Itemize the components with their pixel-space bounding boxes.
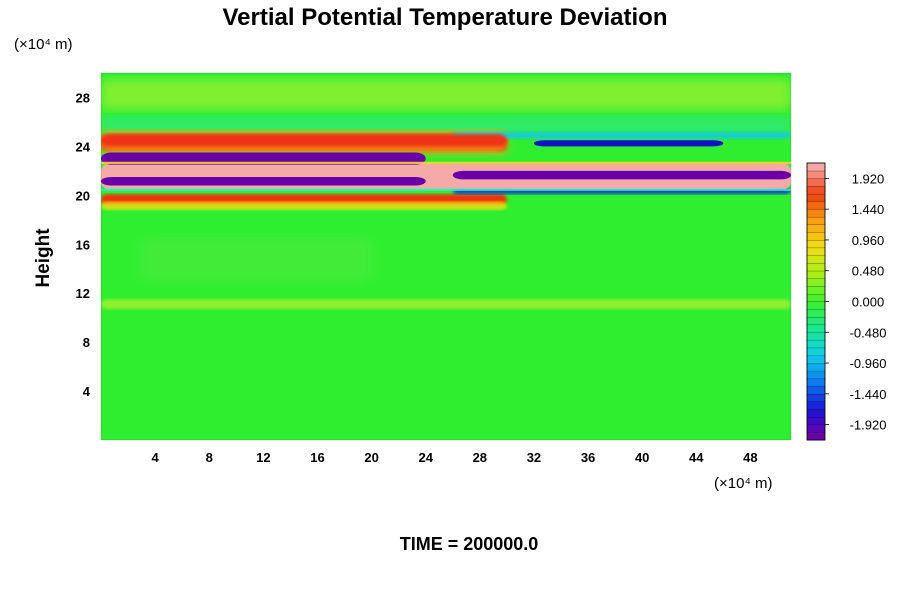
- x-tick-label: 4: [152, 450, 160, 465]
- colorbar-swatch: [806, 232, 826, 241]
- colorbar-swatch: [806, 378, 826, 387]
- chart-title: Vertial Potential Temperature Deviation: [222, 4, 667, 31]
- colorbar-swatch: [806, 170, 826, 179]
- colorbar-swatch: [806, 278, 826, 287]
- y-unit-label: (×10⁴ m): [14, 36, 73, 53]
- upper-cyan-haze: [101, 115, 791, 135]
- colorbar-tick-label: 0.480: [852, 264, 885, 279]
- colorbar-ticks: 1.920 1.440 0.960 0.480 0.000 -0.480 -0.960 -1.…: [825, 171, 887, 433]
- colorbar-swatch: [806, 262, 826, 272]
- x-tick-label: 40: [635, 450, 649, 465]
- y-tick-label: 4: [83, 384, 91, 399]
- tropopause-haze: [101, 299, 791, 310]
- colorbar-tick-label: 1.920: [852, 171, 885, 186]
- colorbar-tick-label: 1.440: [852, 202, 885, 217]
- colorbar-swatch: [806, 201, 826, 210]
- mid-haze: [141, 238, 372, 281]
- colorbar-tick-label: -0.480: [850, 325, 887, 340]
- colorbar-tick-label: -1.920: [850, 418, 887, 433]
- colorbar-swatch: [806, 339, 826, 349]
- colorbar-swatch: [806, 332, 826, 341]
- x-tick-label: 28: [473, 450, 487, 465]
- x-tick-label: 24: [418, 450, 433, 465]
- x-unit-label: (×10⁴ m): [714, 475, 773, 492]
- colorbar-swatch: [806, 224, 826, 233]
- colorbar-swatch: [806, 216, 826, 225]
- positive-anomaly-ribbon: [101, 134, 507, 147]
- colorbar-swatch: [806, 370, 826, 379]
- x-tick-label: 20: [364, 450, 378, 465]
- colorbar-swatch: [806, 178, 826, 187]
- colorbar: [806, 162, 826, 441]
- y-axis-ticks: 4 8 12 16 20 24 28: [76, 90, 91, 399]
- negative-anomaly-band: [533, 140, 724, 147]
- colorbar-swatch: [806, 393, 826, 402]
- cyan-halo-right: [452, 131, 791, 140]
- colorbar-swatch: [806, 247, 826, 256]
- colorbar-swatch: [806, 347, 826, 356]
- colorbar-swatch: [806, 301, 826, 310]
- colorbar-tick-label: 0.000: [852, 295, 885, 310]
- colorbar-swatch: [806, 424, 826, 433]
- y-tick-label: 28: [76, 90, 90, 105]
- colorbar-swatch: [806, 355, 826, 364]
- x-tick-label: 44: [689, 450, 704, 465]
- y-tick-label: 8: [83, 335, 90, 350]
- colorbar-swatch: [806, 209, 826, 218]
- yellow-halo-left: [101, 201, 507, 211]
- plot-border: [100, 72, 792, 441]
- x-tick-label: 16: [310, 450, 324, 465]
- y-tick-label: 20: [76, 188, 90, 203]
- colorbar-swatch: [806, 416, 826, 426]
- colorbar-swatch: [806, 270, 826, 279]
- colorbar-swatch: [806, 293, 826, 302]
- y-tick-label: 12: [76, 286, 90, 301]
- x-tick-label: 32: [527, 450, 541, 465]
- colorbar-swatch: [806, 239, 826, 249]
- colorbar-swatch: [806, 309, 826, 318]
- y-axis-label: Height: [33, 228, 54, 288]
- x-tick-label: 12: [256, 450, 270, 465]
- y-tick-label: 16: [76, 237, 90, 252]
- colorbar-swatch: [806, 409, 826, 418]
- colorbar-tick-label: -1.440: [850, 387, 887, 402]
- colorbar-swatch: [806, 255, 826, 264]
- colorbar-swatch: [806, 324, 826, 333]
- x-tick-label: 36: [581, 450, 595, 465]
- colorbar-swatch: [806, 185, 826, 195]
- colorbar-swatch: [806, 362, 826, 372]
- x-tick-label: 8: [206, 450, 213, 465]
- colorbar-swatch: [806, 432, 826, 441]
- colorbar-tick-label: -0.960: [850, 356, 887, 371]
- colorbar-swatch: [806, 386, 826, 395]
- plot-area: [101, 73, 791, 440]
- colorbar-swatch: [806, 401, 826, 410]
- colorbar-swatch: [806, 316, 826, 326]
- x-tick-label: 48: [743, 450, 757, 465]
- negative-anomaly-band: [452, 170, 791, 180]
- y-tick-label: 24: [76, 139, 91, 154]
- colorbar-swatch: [806, 193, 826, 202]
- x-axis-ticks: 4 8 12 16 20 24 28 32 36 40 44 48: [152, 450, 758, 465]
- field-layer: [101, 79, 791, 310]
- colorbar-swatch: [806, 285, 826, 295]
- time-annotation: TIME = 200000.0: [400, 534, 539, 554]
- upper-yellow-haze: [101, 79, 791, 110]
- colorbar-swatch: [806, 162, 826, 172]
- lower-edge-line: [101, 188, 791, 192]
- colorbar-tick-label: 0.960: [852, 233, 885, 248]
- negative-anomaly-band: [101, 176, 426, 186]
- upper-edge-line: [101, 161, 791, 165]
